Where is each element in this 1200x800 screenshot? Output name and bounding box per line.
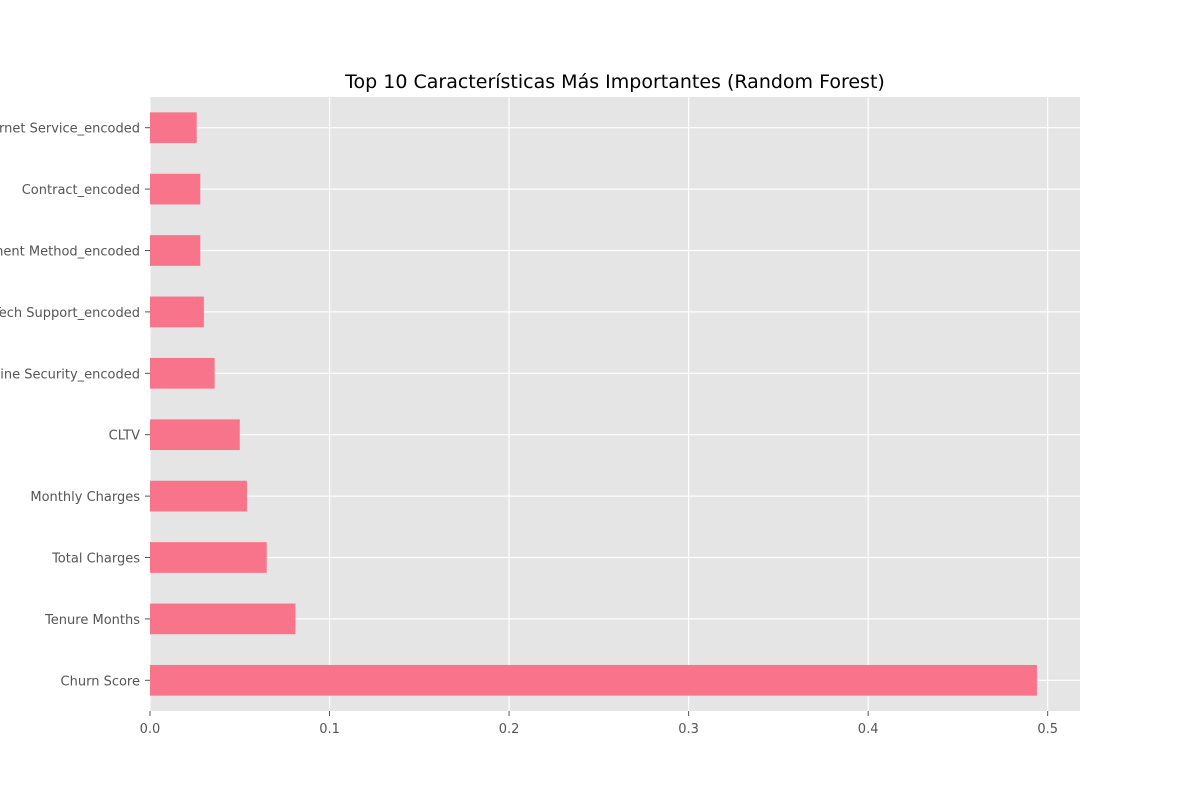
plot-area	[150, 97, 1080, 711]
x-tick-label: 0.5	[1037, 722, 1058, 737]
bar	[150, 112, 197, 144]
y-tick-label: Online Security_encoded	[0, 367, 140, 382]
bars	[150, 112, 1037, 696]
bar	[150, 357, 215, 389]
y-tick-label: Total Charges	[51, 552, 140, 567]
x-tick-label: 0.2	[499, 722, 520, 737]
bar	[150, 235, 201, 266]
y-tick-label: Tech Support_encoded	[0, 306, 140, 321]
bar	[150, 664, 1037, 696]
y-tick-label: Churn Score	[61, 674, 140, 689]
x-tick-label: 0.0	[140, 722, 161, 737]
chart-title: Top 10 Características Más Importantes (…	[344, 71, 885, 93]
x-tick-label: 0.1	[319, 722, 340, 737]
bar	[150, 419, 240, 451]
bar	[150, 296, 204, 328]
bar	[150, 603, 296, 635]
grid-lines	[149, 97, 1080, 711]
y-tick-label: Tenure Months	[44, 613, 140, 628]
x-tick-label: 0.4	[858, 722, 879, 737]
y-tick-label: Internet Service_encoded	[0, 122, 140, 137]
y-tick-label: Contract_encoded	[22, 183, 140, 198]
y-tick-labels: Churn Score Tenure Months Total Charges Mon…	[0, 122, 150, 689]
y-tick-label: CLTV	[109, 429, 140, 444]
y-tick-label: Payment Method_encoded	[0, 245, 140, 260]
x-ticks: 0.0 0.1 0.2 0.3 0.4 0.5	[140, 711, 1058, 737]
bar	[150, 173, 201, 205]
y-tick-label: Monthly Charges	[30, 490, 140, 505]
x-tick-label: 0.3	[678, 722, 699, 737]
bar	[150, 480, 247, 512]
bar	[150, 542, 267, 573]
